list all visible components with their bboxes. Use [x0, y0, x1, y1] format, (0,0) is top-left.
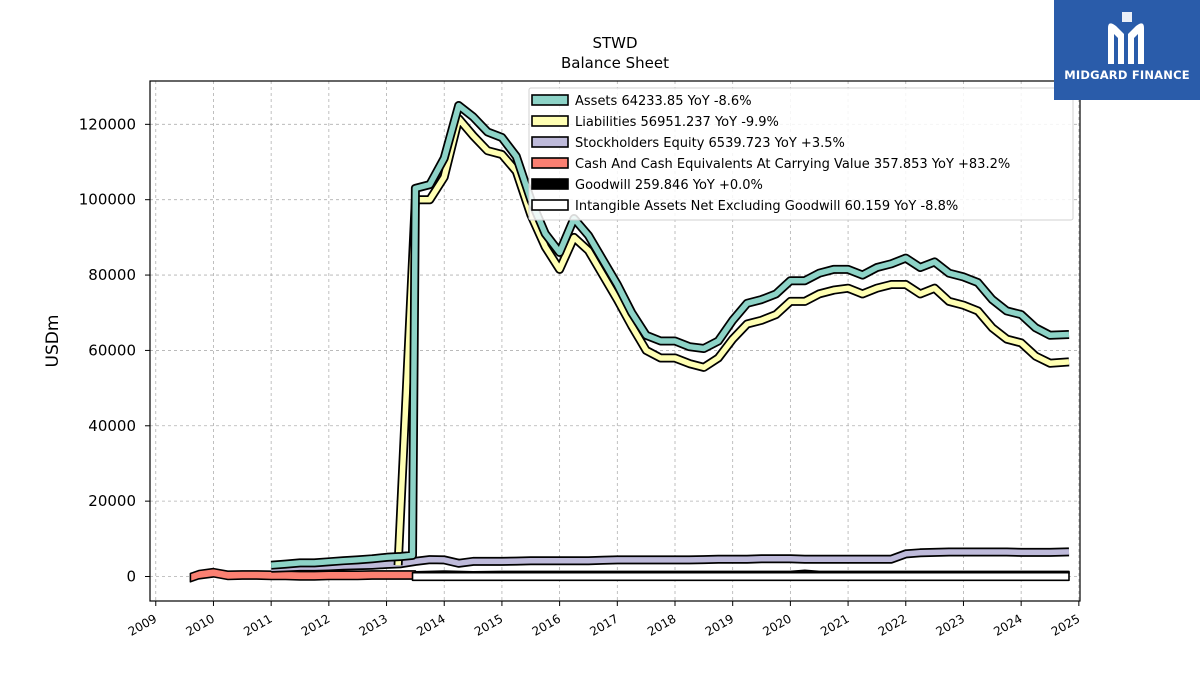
legend-label: Intangible Assets Net Excluding Goodwill… — [575, 199, 958, 214]
y-tick-label: 60000 — [88, 341, 136, 359]
legend-entry: Goodwill 259.846 YoY +0.0% — [531, 178, 763, 193]
series-5 — [411, 571, 1070, 582]
legend: Assets 64233.85 YoY -8.6% Liabilities 569… — [528, 87, 1074, 221]
y-axis-label: USDm — [43, 315, 63, 368]
series-band — [411, 571, 1070, 582]
midgard-logo-icon — [1108, 12, 1144, 64]
y-tick-label: 40000 — [88, 417, 136, 435]
legend-label: Liabilities 56951.237 YoY -9.9% — [575, 115, 779, 130]
legend-label: Stockholders Equity 6539.723 YoY +3.5% — [575, 136, 845, 151]
legend-entry: Intangible Assets Net Excluding Goodwill… — [531, 199, 958, 214]
logo-text: MIDGARD FINANCE — [1064, 68, 1190, 82]
legend-swatch — [531, 136, 569, 148]
legend-swatch — [531, 178, 569, 190]
chart-subtitle: Balance Sheet — [561, 54, 669, 72]
plot-area-frame — [149, 80, 1081, 602]
legend-box — [528, 87, 1074, 221]
y-tick-label: 80000 — [88, 266, 136, 284]
series-line — [395, 115, 1070, 566]
midgard-finance-logo: MIDGARD FINANCE — [1054, 0, 1200, 100]
series-0 — [270, 101, 1070, 570]
legend-entry: Liabilities 56951.237 YoY -9.9% — [531, 115, 779, 130]
series-1 — [393, 114, 1070, 566]
series-line — [271, 549, 1070, 571]
chart-title: STWD — [592, 34, 637, 52]
y-tick-label: 100000 — [79, 191, 136, 209]
legend-label: Assets 64233.85 YoY -8.6% — [575, 94, 752, 109]
legend-entry: Stockholders Equity 6539.723 YoY +3.5% — [531, 136, 845, 151]
series-2 — [271, 547, 1070, 573]
legend-swatch — [531, 115, 569, 127]
y-tick-label: 20000 — [88, 492, 136, 510]
legend-swatch — [531, 199, 569, 211]
series-layer — [189, 101, 1070, 583]
legend-label: Cash And Cash Equivalents At Carrying Va… — [575, 157, 1010, 172]
legend-entry: Cash And Cash Equivalents At Carrying Va… — [531, 157, 1010, 172]
y-tick-label: 0 — [126, 568, 136, 586]
y-tick-label: 120000 — [79, 115, 136, 133]
legend-entry: Assets 64233.85 YoY -8.6% — [531, 94, 752, 109]
legend-swatch — [531, 157, 569, 169]
series-line — [270, 102, 1070, 568]
legend-swatch — [531, 94, 569, 106]
y-axis-ticks: 0 20000 40000 60000 80000 100000 120000 — [79, 115, 150, 586]
legend-label: Goodwill 259.846 YoY +0.0% — [575, 178, 763, 193]
